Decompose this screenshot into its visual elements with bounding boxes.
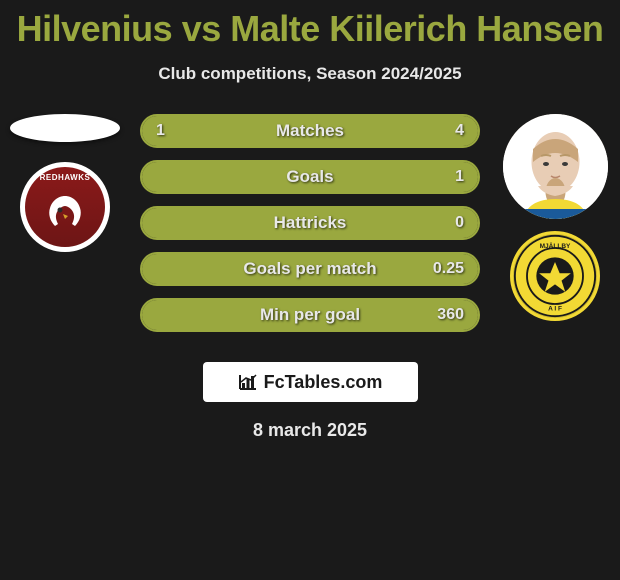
club-left-label: REDHAWKS — [40, 173, 91, 182]
subtitle: Club competitions, Season 2024/2025 — [0, 64, 620, 84]
stat-bars: 1Matches4Goals1Hattricks0Goals per match… — [140, 114, 480, 332]
stat-row: Goals per match0.25 — [140, 252, 480, 286]
face-icon — [503, 114, 608, 219]
brand-label: FcTables.com — [264, 372, 383, 393]
page-title: Hilvenius vs Malte Kiilerich Hansen — [0, 0, 620, 50]
stat-value-right: 1 — [455, 168, 464, 186]
stat-value-right: 0 — [455, 214, 464, 232]
svg-text:MJÄLLBY: MJÄLLBY — [540, 242, 571, 250]
stat-value-right: 360 — [437, 306, 464, 324]
stat-value-right: 0.25 — [433, 260, 464, 278]
mjallby-badge-icon: MJÄLLBY A I F — [513, 233, 597, 319]
stat-label: Matches — [142, 121, 478, 141]
stat-label: Hattricks — [142, 213, 478, 233]
player-left-club-badge: REDHAWKS — [20, 162, 110, 252]
player-left-avatar — [10, 114, 120, 142]
stat-label: Min per goal — [142, 305, 478, 325]
date-label: 8 march 2025 — [0, 420, 620, 441]
stat-label: Goals per match — [142, 259, 478, 279]
svg-text:A I F: A I F — [548, 306, 562, 313]
stat-label: Goals — [142, 167, 478, 187]
left-player-column: REDHAWKS — [0, 114, 130, 252]
stat-row: Min per goal360 — [140, 298, 480, 332]
chart-icon — [238, 373, 258, 391]
stat-value-right: 4 — [455, 122, 464, 140]
player-right-club-badge: MJÄLLBY A I F — [510, 231, 600, 321]
right-player-column: MJÄLLBY A I F — [490, 114, 620, 321]
comparison-content: REDHAWKS — [0, 114, 620, 354]
stat-row: 1Matches4 — [140, 114, 480, 148]
player-right-avatar — [503, 114, 608, 219]
stat-row: Hattricks0 — [140, 206, 480, 240]
hawk-icon — [40, 186, 90, 236]
stat-row: Goals1 — [140, 160, 480, 194]
brand-box[interactable]: FcTables.com — [203, 362, 418, 402]
